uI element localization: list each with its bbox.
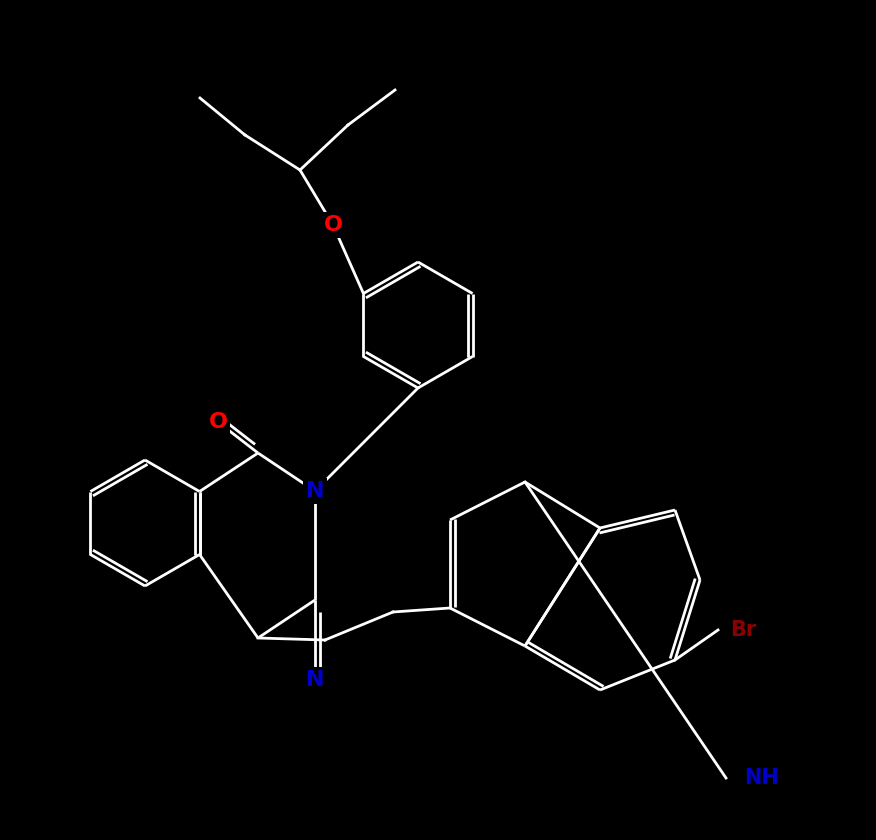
Text: O: O	[323, 215, 343, 235]
Text: N: N	[306, 481, 324, 501]
Text: Br: Br	[730, 620, 756, 640]
Text: N: N	[306, 670, 324, 690]
Text: NH: NH	[744, 768, 779, 788]
Text: O: O	[208, 412, 228, 432]
